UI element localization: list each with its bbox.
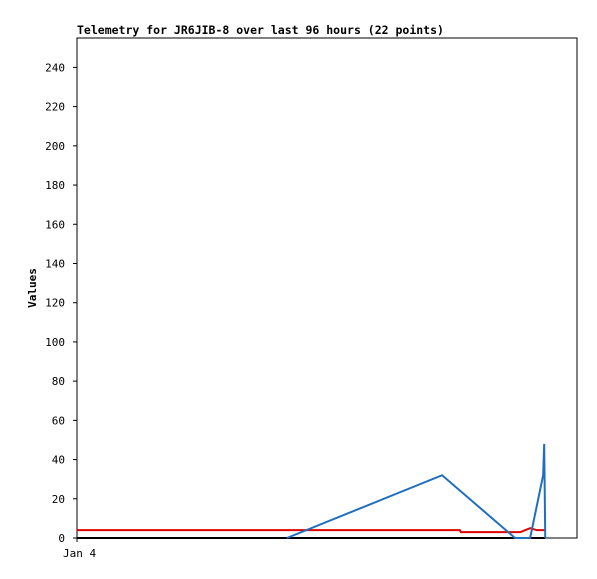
y-tick-label: 120 (45, 297, 65, 310)
x-tick-label: Jan 4 (63, 547, 96, 560)
y-tick-label: 200 (45, 140, 65, 153)
chart-title: Telemetry for JR6JIB-8 over last 96 hour… (77, 23, 444, 37)
series-line (286, 443, 547, 539)
y-tick-label: 140 (45, 257, 65, 270)
y-tick-label: 20 (52, 493, 65, 506)
y-tick-label: 100 (45, 336, 65, 349)
y-tick-label: 0 (58, 532, 65, 545)
y-tick-label: 60 (52, 414, 65, 427)
y-tick-label: 240 (45, 61, 65, 74)
y-tick-label: 180 (45, 179, 65, 192)
series-line (77, 527, 546, 534)
y-tick-label: 160 (45, 218, 65, 231)
plot-frame (76, 37, 578, 539)
y-tick-label: 220 (45, 101, 65, 114)
y-tick-label: 80 (52, 375, 65, 388)
y-axis-label: Values (26, 268, 39, 308)
y-tick-label: 40 (52, 454, 65, 467)
